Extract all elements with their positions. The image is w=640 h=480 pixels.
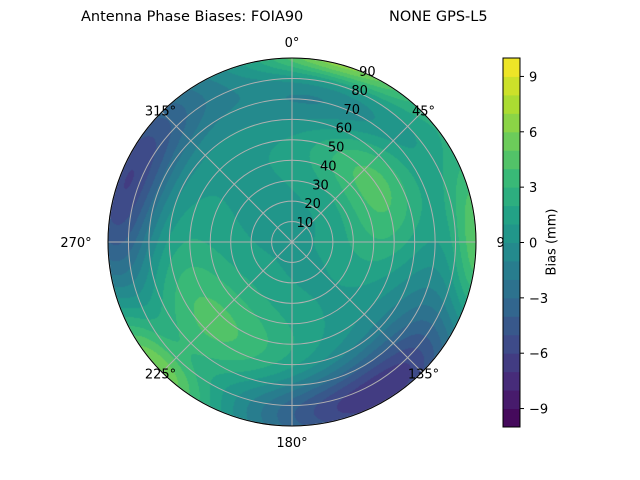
theta-tick-label: 225° (145, 368, 176, 383)
theta-grid-line-45 (291, 111, 423, 243)
theta-grid-line-315 (161, 111, 293, 243)
r-tick-label: 10 (297, 216, 314, 231)
theta-tick-label: 180° (276, 436, 307, 451)
colorbar-level-band (503, 279, 520, 299)
colorbar-tick-label: 3 (529, 181, 537, 196)
theta-grid-line-225 (161, 241, 293, 373)
polar-outline (107, 57, 477, 427)
colorbar-level-band (503, 58, 520, 77)
chart-title-right: NONE GPS-L5 (389, 9, 488, 25)
colorbar-tick-label: 9 (529, 70, 537, 85)
theta-tick-label: 135° (408, 368, 439, 383)
colorbar-level-band (503, 334, 520, 354)
theta-tick-label: 315° (145, 104, 176, 119)
colorbar-level-band (503, 390, 520, 410)
colorbar-level-band (503, 94, 520, 114)
colorbar-level-band (503, 131, 520, 151)
r-tick-label: 90 (359, 65, 376, 80)
r-tick-label: 50 (328, 141, 345, 156)
theta-grid-line-135 (291, 241, 423, 373)
theta-tick-label: 0° (285, 36, 300, 51)
r-tick-labels: 10 20 30 40 50 60 70 80 90 (297, 65, 376, 231)
colorbar-level-band (503, 113, 520, 133)
colorbar-level-band (503, 76, 520, 96)
r-tick-label: 20 (304, 197, 321, 212)
theta-tick-label: 270° (60, 236, 91, 251)
r-tick-label: 70 (343, 103, 360, 118)
r-tick-label: 30 (312, 178, 329, 193)
colorbar-level-band (503, 205, 520, 225)
colorbar-tick-label: −9 (529, 403, 548, 418)
colorbar-level-band (503, 316, 520, 336)
chart-title-left: Antenna Phase Biases: FOIA90 (81, 9, 304, 25)
colorbar-level-band (503, 224, 520, 243)
colorbar-tick-label: −6 (529, 347, 548, 362)
colorbar-tick-label: 6 (529, 126, 537, 141)
colorbar-level-band (503, 242, 520, 262)
r-tick-label: 80 (351, 84, 368, 99)
colorbar-level-band (503, 408, 520, 428)
colorbar-label: Bias (mm) (544, 208, 560, 276)
colorbar: −9 −6 −3 0 3 6 9 (502, 57, 548, 428)
colorbar-level-band (503, 168, 520, 188)
colorbar-level-band (503, 150, 520, 170)
r-tick-label: 40 (320, 159, 337, 174)
colorbar-level-band (503, 260, 520, 280)
colorbar-tick-label: 0 (529, 237, 537, 252)
colorbar-tick-label: −3 (529, 292, 548, 307)
colorbar-level-band (503, 187, 520, 207)
colorbar-level-band (503, 353, 520, 373)
theta-tick-label: 45° (412, 104, 435, 119)
colorbar-level-band (503, 297, 520, 317)
colorbar-level-band (503, 371, 520, 391)
r-tick-label: 60 (336, 122, 353, 137)
